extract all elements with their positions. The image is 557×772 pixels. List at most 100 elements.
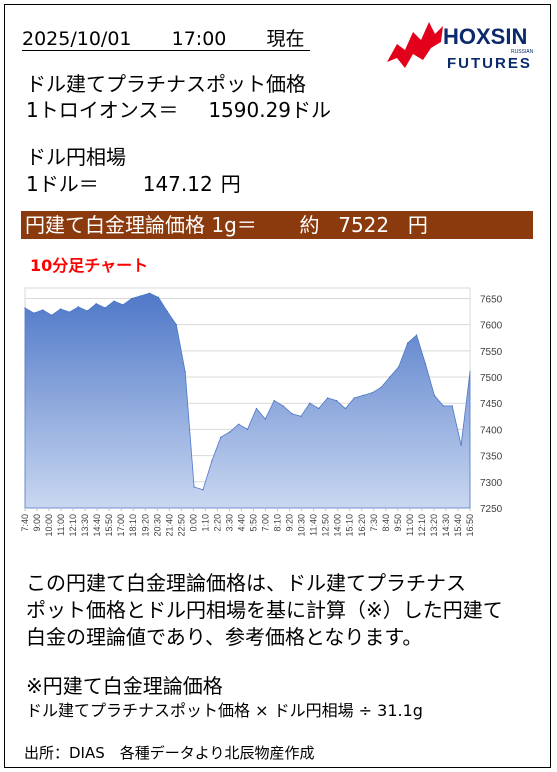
x-tick-label: 8:10 bbox=[273, 514, 283, 532]
x-tick-label: 10:00 bbox=[44, 514, 54, 537]
fx-value: 147.12 bbox=[142, 172, 213, 196]
data-point bbox=[113, 300, 115, 302]
data-point bbox=[229, 431, 231, 433]
x-tick-label: 16:20 bbox=[357, 514, 367, 537]
data-point bbox=[451, 405, 453, 407]
data-point bbox=[282, 405, 284, 407]
x-tick-label: 15:50 bbox=[104, 514, 114, 537]
x-tick-label: 21:40 bbox=[164, 514, 174, 537]
x-tick-label: 13:30 bbox=[80, 514, 90, 537]
x-tick-label: 15:10 bbox=[345, 514, 355, 537]
data-point bbox=[51, 314, 53, 316]
y-tick-label: 7400 bbox=[480, 425, 503, 436]
datetime-header: 2025/10/01 17:00 現在 bbox=[22, 28, 311, 51]
y-tick-label: 7600 bbox=[480, 321, 503, 332]
x-tick-label: 22:50 bbox=[176, 514, 186, 537]
platinum-price-row: 1トロイオンス＝ 1590.29ドル bbox=[26, 98, 331, 122]
x-tick-label: 19:20 bbox=[140, 514, 150, 537]
x-tick-label: 17:00 bbox=[116, 514, 126, 537]
data-point bbox=[42, 309, 44, 311]
x-tick-label: 14:40 bbox=[92, 514, 102, 537]
x-tick-label: 10:30 bbox=[297, 514, 307, 537]
data-point bbox=[416, 334, 418, 336]
explanation-line-2: ポット価格とドル円相場を基に計算（※）した円建て bbox=[26, 598, 503, 622]
data-point bbox=[335, 400, 338, 402]
x-tick-label: 7:40 bbox=[20, 514, 30, 532]
fx-rate-row: 1ドル＝ 147.12 円 bbox=[26, 172, 241, 196]
data-point bbox=[211, 460, 213, 462]
data-point bbox=[309, 402, 311, 404]
data-point bbox=[60, 308, 62, 310]
x-tick-label: 18:10 bbox=[128, 514, 138, 537]
data-point bbox=[33, 312, 35, 314]
x-tick-label: 13:20 bbox=[429, 514, 439, 537]
x-tick-label: 14:30 bbox=[441, 514, 451, 537]
x-tick-label: 12:10 bbox=[68, 514, 78, 537]
data-point bbox=[255, 407, 257, 410]
x-tick-label: 11:00 bbox=[405, 514, 415, 536]
data-point bbox=[140, 295, 142, 297]
data-point bbox=[380, 386, 382, 389]
data-point bbox=[131, 297, 133, 300]
platinum-value: 1590.29 bbox=[208, 98, 292, 122]
x-tick-label: 20:30 bbox=[152, 514, 162, 537]
x-tick-label: 14:00 bbox=[333, 514, 343, 537]
y-tick-label: 7550 bbox=[480, 347, 503, 358]
banner-currency: 円 bbox=[407, 213, 428, 237]
data-point bbox=[460, 444, 462, 446]
x-tick-label: 16:50 bbox=[465, 514, 475, 537]
platinum-unit-label: 1トロイオンス＝ bbox=[26, 98, 179, 122]
data-point bbox=[433, 394, 435, 396]
data-point bbox=[157, 296, 160, 298]
data-point bbox=[246, 428, 249, 430]
source-note: 出所：DIAS 各種データより北辰物産作成 bbox=[24, 744, 315, 762]
y-tick-label: 7500 bbox=[480, 373, 503, 384]
fx-title: ドル円相場 bbox=[26, 145, 126, 169]
data-point bbox=[291, 413, 293, 415]
x-tick-label: 15:40 bbox=[453, 514, 463, 537]
formula-text: ドル建てプラチナスポット価格 × ドル円相場 ÷ 31.1g bbox=[26, 701, 423, 720]
fx-currency: 円 bbox=[220, 172, 241, 196]
price-area-series bbox=[24, 292, 471, 509]
y-tick-label: 7250 bbox=[480, 504, 503, 515]
banner-label: 円建て白金理論価格 1g＝ bbox=[25, 213, 257, 237]
x-tick-label: 7:00 bbox=[261, 514, 271, 532]
card-frame bbox=[4, 4, 551, 768]
x-tick-label: 3:30 bbox=[224, 514, 234, 532]
y-tick-label: 7650 bbox=[480, 294, 503, 305]
banner-value: 7522 bbox=[338, 213, 390, 237]
explanation-line-1: この円建て白金理論価格は、ドル建てプラチナス bbox=[26, 571, 466, 595]
y-tick-label: 7300 bbox=[480, 478, 503, 489]
platinum-title: ドル建てプラチナスポット価格 bbox=[26, 72, 306, 96]
logo-sub-text: FUTURES bbox=[447, 55, 532, 72]
data-point bbox=[264, 418, 266, 420]
data-point bbox=[424, 363, 427, 365]
data-point bbox=[362, 394, 364, 396]
data-point bbox=[24, 307, 26, 309]
data-point bbox=[122, 304, 124, 306]
data-point bbox=[175, 324, 177, 326]
data-point bbox=[318, 407, 320, 410]
x-tick-label: 2:20 bbox=[212, 514, 222, 532]
data-point bbox=[371, 392, 373, 394]
theoretical-price-banner: 円建て白金理論価格 1g＝ 約 7522 円 bbox=[21, 211, 533, 239]
data-point bbox=[220, 436, 222, 438]
explanation-line-3: 白金の理論値であり、参考価格となります。 bbox=[26, 625, 423, 649]
data-point bbox=[149, 292, 151, 294]
logo-small-text: RUSSIAN bbox=[511, 49, 534, 55]
logo-brand-text: HOXSIN bbox=[443, 24, 527, 49]
data-point bbox=[193, 486, 195, 488]
data-point bbox=[327, 397, 329, 399]
logo-red-swoosh bbox=[387, 22, 443, 68]
data-point bbox=[104, 307, 106, 309]
data-point bbox=[184, 371, 186, 373]
formula-title: ※円建て白金理論価格 bbox=[26, 674, 223, 698]
x-tick-label: 9:00 bbox=[32, 514, 42, 532]
data-point bbox=[389, 376, 391, 378]
x-tick-label: 9:50 bbox=[393, 514, 403, 532]
x-tick-label: 0:00 bbox=[188, 514, 198, 532]
data-point bbox=[68, 311, 71, 313]
banner-approx: 約 bbox=[299, 213, 320, 237]
hoxsin-logo: HOXSIN RUSSIAN FUTURES bbox=[387, 22, 534, 72]
data-point bbox=[238, 423, 240, 425]
